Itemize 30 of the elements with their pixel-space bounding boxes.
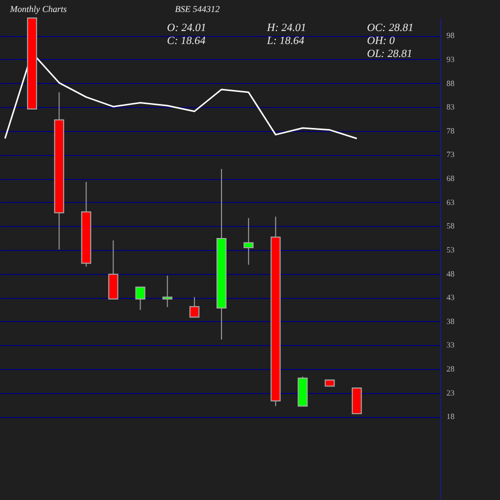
y-tick-label: 73	[446, 150, 454, 160]
annotation: H: 24.01	[266, 22, 306, 34]
y-tick-label: 53	[446, 245, 454, 254]
candlestick	[162, 275, 172, 308]
y-tick-label: 23	[446, 388, 454, 398]
candlestick	[189, 296, 200, 318]
y-tick-label: 43	[446, 293, 454, 302]
annotation: C: 18.64	[167, 35, 206, 47]
y-tick-label: 48	[446, 269, 454, 278]
annotation: L: 18.64	[266, 35, 305, 47]
annotation: O: 24.01	[167, 22, 206, 34]
chart-subtitle: BSE 544312	[175, 4, 220, 14]
y-tick-label: 58	[446, 222, 454, 231]
annotation: OL: 28.81	[367, 48, 412, 60]
y-tick-label: 33	[446, 340, 454, 350]
annotation: OH: 0	[367, 35, 396, 47]
candlestick	[135, 286, 146, 310]
y-tick-label: 38	[446, 316, 454, 326]
y-tick-label: 68	[446, 174, 454, 184]
annotation: OC: 28.81	[367, 22, 414, 34]
chart-title: Monthly Charts	[9, 4, 68, 14]
y-tick-label: 98	[446, 31, 454, 40]
y-tick-label: 93	[446, 54, 454, 64]
candlestick	[244, 218, 254, 266]
y-tick-label: 18	[446, 412, 454, 422]
y-tick-label: 83	[446, 102, 454, 112]
y-tick-label: 78	[446, 126, 454, 136]
y-tick-label: 28	[446, 364, 454, 374]
y-tick-label: 88	[446, 78, 454, 88]
y-tick-label: 63	[446, 198, 454, 207]
